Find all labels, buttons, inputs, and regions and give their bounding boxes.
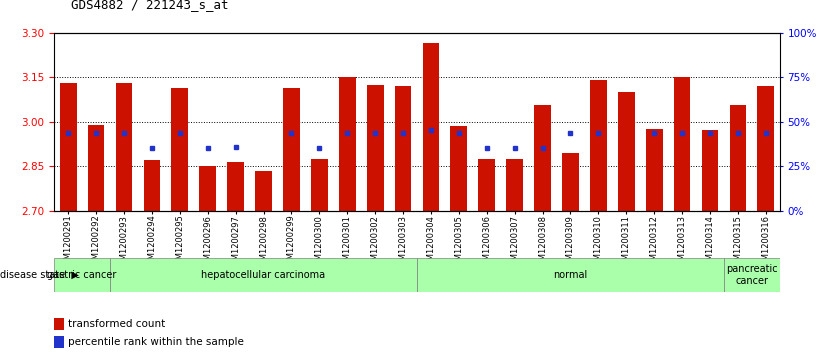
Bar [88, 125, 104, 211]
Text: pancreatic
cancer: pancreatic cancer [726, 264, 777, 286]
Bar [724, 258, 780, 292]
Bar [450, 126, 467, 211]
Bar [311, 159, 328, 211]
Bar [367, 85, 384, 211]
Bar [116, 83, 133, 211]
Bar [730, 105, 746, 211]
Bar [54, 258, 110, 292]
Text: gastric cancer: gastric cancer [48, 270, 117, 280]
Bar [110, 258, 417, 292]
Text: GDS4882 / 221243_s_at: GDS4882 / 221243_s_at [71, 0, 229, 11]
Text: percentile rank within the sample: percentile rank within the sample [68, 337, 244, 347]
Bar [394, 86, 411, 211]
Text: normal: normal [554, 270, 588, 280]
Bar [172, 87, 188, 211]
Bar [646, 129, 662, 211]
Bar [757, 86, 774, 211]
Bar [479, 159, 495, 211]
Bar [701, 130, 718, 211]
Bar [535, 105, 551, 211]
Bar [423, 43, 440, 211]
Bar [506, 159, 523, 211]
Bar [590, 80, 607, 211]
Text: hepatocellular carcinoma: hepatocellular carcinoma [202, 270, 325, 280]
Bar [143, 160, 160, 211]
Bar [618, 92, 635, 211]
Text: transformed count: transformed count [68, 319, 166, 329]
Bar [339, 77, 355, 211]
Bar [417, 258, 724, 292]
Bar [199, 166, 216, 211]
Bar [227, 162, 244, 211]
Bar [60, 83, 77, 211]
Bar [283, 87, 299, 211]
Bar [255, 171, 272, 211]
Bar [674, 77, 691, 211]
Bar [562, 153, 579, 211]
Text: disease state  ▶: disease state ▶ [0, 270, 79, 280]
